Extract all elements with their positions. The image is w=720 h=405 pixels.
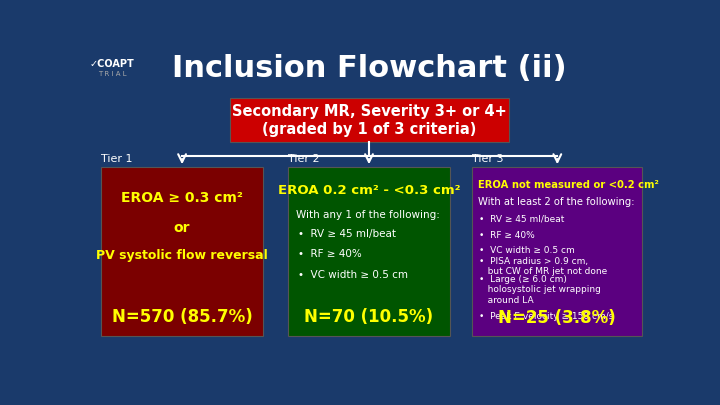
FancyBboxPatch shape [230, 98, 508, 142]
Text: N=570 (85.7%): N=570 (85.7%) [112, 308, 253, 326]
Text: EROA not measured or <0.2 cm²: EROA not measured or <0.2 cm² [478, 180, 659, 190]
Text: With at least 2 of the following:: With at least 2 of the following: [478, 197, 634, 207]
Text: •  Large (≥ 6.0 cm)
   holosystolic jet wrapping
   around LA: • Large (≥ 6.0 cm) holosystolic jet wrap… [479, 275, 600, 305]
Text: EROA 0.2 cm² - <0.3 cm²: EROA 0.2 cm² - <0.3 cm² [278, 184, 460, 197]
Text: •  PISA radius > 0.9 cm,
   but CW of MR jet not done: • PISA radius > 0.9 cm, but CW of MR jet… [479, 257, 607, 276]
Text: Tier 3: Tier 3 [472, 154, 504, 164]
Text: N=70 (10.5%): N=70 (10.5%) [305, 308, 433, 326]
FancyBboxPatch shape [288, 167, 450, 335]
FancyBboxPatch shape [472, 167, 642, 335]
Text: Secondary MR, Severity 3+ or 4+
(graded by 1 of 3 criteria): Secondary MR, Severity 3+ or 4+ (graded … [232, 104, 506, 136]
FancyBboxPatch shape [101, 167, 263, 335]
Text: •  Peak E velocity ≥ 150 cm/s: • Peak E velocity ≥ 150 cm/s [479, 312, 613, 321]
Text: Tier 2: Tier 2 [288, 154, 320, 164]
Text: N=25 (3.8%): N=25 (3.8%) [498, 309, 616, 327]
Text: ✓COAPT: ✓COAPT [90, 59, 135, 69]
Text: •  VC width ≥ 0.5 cm: • VC width ≥ 0.5 cm [479, 246, 575, 255]
Text: EROA ≥ 0.3 cm²: EROA ≥ 0.3 cm² [121, 191, 243, 205]
Text: •  RF ≥ 40%: • RF ≥ 40% [298, 249, 362, 260]
Text: Tier 1: Tier 1 [101, 154, 132, 164]
Text: or: or [174, 221, 190, 235]
Text: T R I A L: T R I A L [98, 71, 127, 77]
Text: •  VC width ≥ 0.5 cm: • VC width ≥ 0.5 cm [298, 270, 408, 280]
Text: •  RF ≥ 40%: • RF ≥ 40% [479, 230, 535, 240]
Text: •  RV ≥ 45 ml/beat: • RV ≥ 45 ml/beat [298, 229, 396, 239]
Text: Inclusion Flowchart (ii): Inclusion Flowchart (ii) [171, 54, 567, 83]
Text: PV systolic flow reversal: PV systolic flow reversal [96, 249, 268, 262]
Text: With any 1 of the following:: With any 1 of the following: [297, 211, 441, 220]
Text: •  RV ≥ 45 ml/beat: • RV ≥ 45 ml/beat [479, 215, 564, 224]
